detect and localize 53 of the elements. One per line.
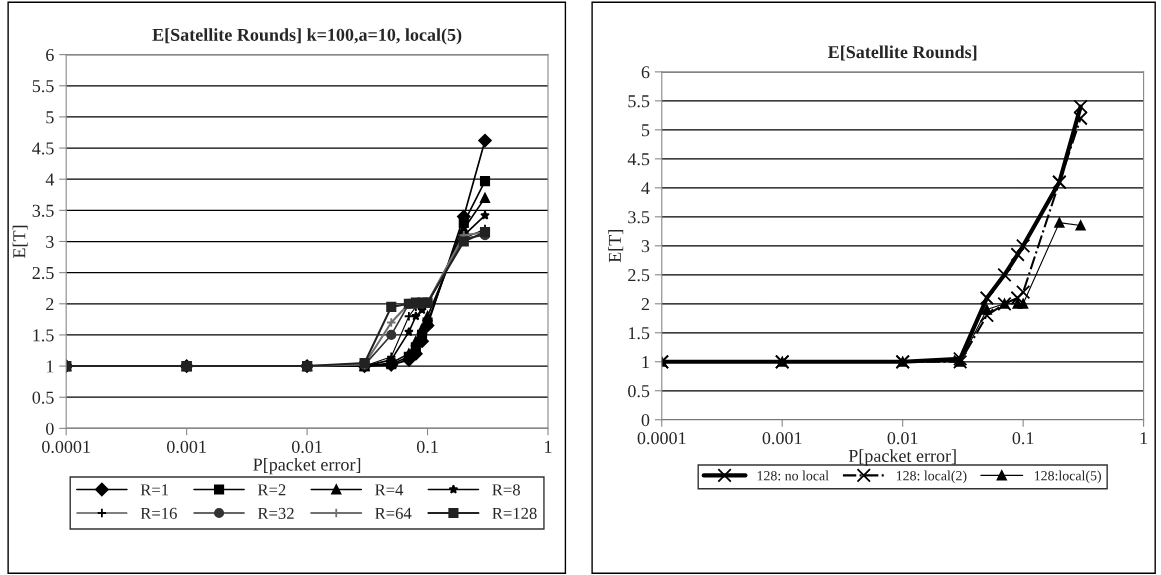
legend-label: R=16 xyxy=(140,507,177,520)
y-tick-label: 3 xyxy=(641,240,650,253)
y-tick-label: 4.5 xyxy=(32,142,54,155)
y-tick-label: 5.5 xyxy=(32,80,54,93)
legend-label: R=64 xyxy=(375,507,412,520)
y-tick-label: 5.5 xyxy=(628,95,650,108)
y-axis-title: E[T] xyxy=(12,225,28,259)
y-tick-label: 4.5 xyxy=(627,153,650,166)
y-tick-label: 2.5 xyxy=(32,266,54,280)
y-tick-label: 1 xyxy=(46,360,54,373)
chart-title: E[Satellite Rounds] k=100,a=10, local(5) xyxy=(152,28,462,45)
y-tick-label: 0.5 xyxy=(32,391,54,404)
x-tick-label: 0.001 xyxy=(167,440,206,453)
y-tick-label: 0.5 xyxy=(628,385,650,398)
y-tick-label: 4 xyxy=(641,182,650,195)
x-tick-label: 0.1 xyxy=(1012,432,1034,445)
y-tick-label: 3.5 xyxy=(32,204,54,217)
x-tick-label: 0.001 xyxy=(762,432,802,445)
x-tick-label: 0.01 xyxy=(291,440,322,453)
legend-label: 128: no local xyxy=(757,470,829,481)
x-axis-title: P[packet error] xyxy=(848,449,956,466)
y-axis-title: E[T] xyxy=(608,230,624,263)
legend-label: 128: local(2) xyxy=(896,470,967,484)
y-tick-label: 1.5 xyxy=(628,327,650,340)
y-tick-label: 3 xyxy=(46,235,54,248)
y-tick-label: 5 xyxy=(641,124,650,137)
legend-label: R=1 xyxy=(140,484,169,496)
legend-label: R=128 xyxy=(492,507,537,520)
legend-label: R=2 xyxy=(257,484,286,496)
chart-title: E[Satellite Rounds] xyxy=(828,45,977,61)
y-tick-label: 0 xyxy=(641,414,650,427)
y-tick-label: 6 xyxy=(641,66,650,79)
x-tick-label: 1 xyxy=(545,440,552,453)
x-tick-label: 0.01 xyxy=(887,432,918,445)
y-tick-label: 3.5 xyxy=(628,211,650,224)
y-tick-label: 6 xyxy=(46,48,54,62)
y-tick-label: 1 xyxy=(642,356,649,369)
legend-label: R=8 xyxy=(492,484,520,496)
x-tick-label: 0.1 xyxy=(416,440,438,453)
x-tick-label: 0.0001 xyxy=(637,432,686,445)
y-tick-label: 4 xyxy=(45,173,55,186)
y-tick-label: 2 xyxy=(46,298,54,311)
y-tick-label: 1.5 xyxy=(33,329,54,342)
legend-label: R=32 xyxy=(257,507,294,520)
y-tick-label: 2 xyxy=(641,298,649,311)
x-tick-label: 1 xyxy=(1140,432,1148,445)
x-axis-title: P[packet error] xyxy=(253,457,361,475)
y-tick-label: 2.5 xyxy=(628,269,650,282)
legend-label: R=4 xyxy=(375,484,404,496)
y-tick-label: 0 xyxy=(46,422,54,435)
x-tick-label: 0.0001 xyxy=(42,440,90,453)
legend-label: 128:local(5) xyxy=(1034,470,1101,484)
y-tick-label: 5 xyxy=(46,111,54,124)
